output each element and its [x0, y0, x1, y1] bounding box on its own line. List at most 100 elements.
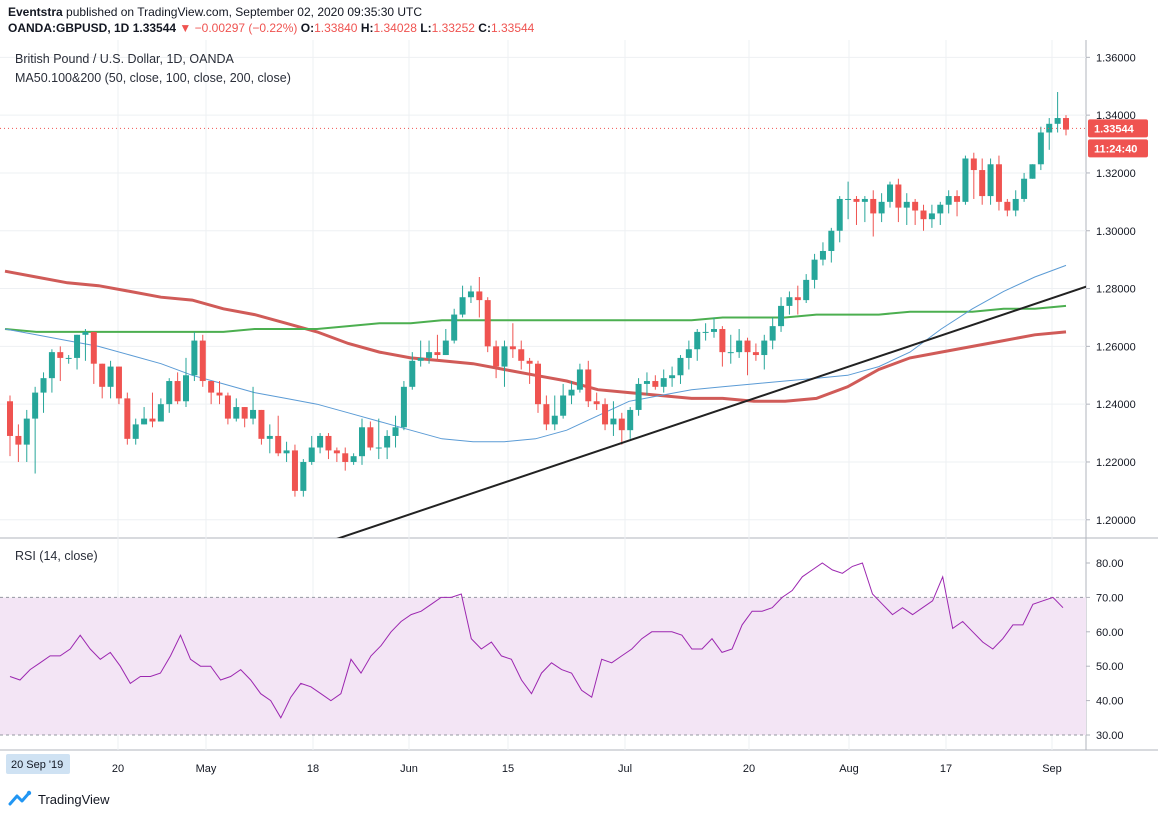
candle-body [845, 198, 852, 200]
candle-body [895, 184, 902, 208]
candle-body [451, 314, 458, 341]
close-value: 1.33544 [490, 21, 535, 35]
ma50-line [4, 264, 1067, 443]
candle-body [115, 366, 122, 399]
candle-body [7, 401, 13, 436]
candle-body [82, 331, 89, 335]
open-label: O: [300, 21, 315, 35]
time-tick-label: Jul [618, 763, 632, 775]
candle-body [107, 366, 114, 387]
date-badge-text: 20 Sep '19 [11, 759, 63, 771]
candle-body [300, 461, 307, 491]
candle-body [124, 398, 131, 439]
price-pane [4, 92, 1086, 538]
candle-body [208, 381, 215, 393]
candle-body [803, 279, 810, 301]
candle-body [1046, 123, 1053, 133]
candle-body [836, 198, 843, 231]
candle-body [275, 435, 282, 454]
time-tick-label: 20 [743, 763, 755, 775]
author-name[interactable]: Eventstra [8, 5, 63, 19]
symbol-label: OANDA:GBPUSD, 1D [8, 21, 130, 35]
candle-body [426, 352, 433, 358]
candle-body [635, 383, 642, 410]
candle-body [459, 297, 466, 315]
price-tick-label: 1.30000 [1096, 226, 1136, 238]
candle-body [568, 389, 575, 396]
rsi-tick-label: 30.00 [1096, 730, 1124, 742]
candle-body [828, 230, 835, 251]
candle-body [719, 329, 726, 353]
rsi-line [9, 562, 1064, 719]
candle-body [610, 418, 617, 425]
last-price-tag-text: 1.33544 [1094, 123, 1135, 135]
price-tick-label: 1.24000 [1096, 399, 1136, 411]
low-label: L: [420, 21, 432, 35]
countdown-tag [1088, 139, 1148, 158]
publish-text: published on TradingView.com, September … [66, 5, 423, 19]
candle-body [752, 352, 759, 356]
candle-body [618, 418, 625, 431]
price-tick-label: 1.22000 [1096, 457, 1136, 469]
candle-body [543, 404, 550, 425]
candle-body [811, 259, 818, 280]
candle-body [761, 340, 768, 356]
candle-body [853, 198, 860, 202]
candle-body [937, 204, 944, 214]
tradingview-brand[interactable]: TradingView [8, 790, 110, 808]
candle-body [166, 381, 173, 405]
candle-body [702, 331, 709, 333]
brand-name: TradingView [38, 791, 110, 807]
candle-body [560, 395, 567, 416]
candle-body [325, 435, 332, 451]
candle-body [350, 456, 357, 462]
down-arrow-icon: ▼ [179, 21, 192, 35]
candle-body [912, 201, 919, 211]
candle-body [333, 450, 340, 454]
candle-body [283, 450, 290, 454]
open-value: 1.33840 [314, 21, 358, 35]
candle-body [233, 407, 240, 419]
ma100-line [4, 304, 1067, 333]
last-price-tag [1088, 119, 1148, 138]
candle-body [467, 291, 474, 298]
candle-body [484, 300, 491, 347]
candle-body [903, 201, 910, 208]
rsi-tick-label: 40.00 [1096, 696, 1124, 708]
candle-body [15, 435, 22, 445]
candle-body [744, 340, 751, 353]
candle-body [384, 435, 391, 448]
candle-body [602, 404, 609, 425]
candle-body [216, 392, 223, 396]
candle-body [979, 170, 986, 197]
countdown-text: 11:24:40 [1094, 143, 1137, 155]
candle-body [794, 297, 801, 301]
candle-body [677, 357, 684, 376]
candle-body [191, 340, 198, 376]
trendline [336, 285, 1086, 538]
symbol-legend[interactable]: British Pound / U.S. Dollar, 1D, OANDA [15, 52, 234, 66]
candle-body [74, 334, 81, 358]
ma-legend[interactable]: MA50.100&200 (50, close, 100, close, 200… [15, 71, 291, 85]
candle-body [442, 340, 449, 356]
rsi-tick-label: 80.00 [1096, 558, 1124, 570]
candle-body [23, 418, 30, 445]
candle-body [367, 427, 374, 448]
price-tick-label: 1.20000 [1096, 515, 1136, 527]
candle-body [342, 453, 349, 462]
candle-body [308, 447, 315, 462]
candle-body [627, 409, 634, 431]
candle-body [928, 213, 935, 220]
candle-body [90, 331, 97, 364]
candle-body [987, 164, 994, 197]
rsi-legend[interactable]: RSI (14, close) [15, 549, 98, 563]
candle-body [887, 184, 893, 202]
candle-body [727, 352, 734, 354]
price-tick-label: 1.32000 [1096, 168, 1136, 180]
candle-body [250, 409, 257, 419]
candle-body [266, 435, 273, 439]
time-tick-label: 15 [502, 763, 514, 775]
time-tick-label: Jun [400, 763, 418, 775]
candle-body [40, 378, 47, 393]
